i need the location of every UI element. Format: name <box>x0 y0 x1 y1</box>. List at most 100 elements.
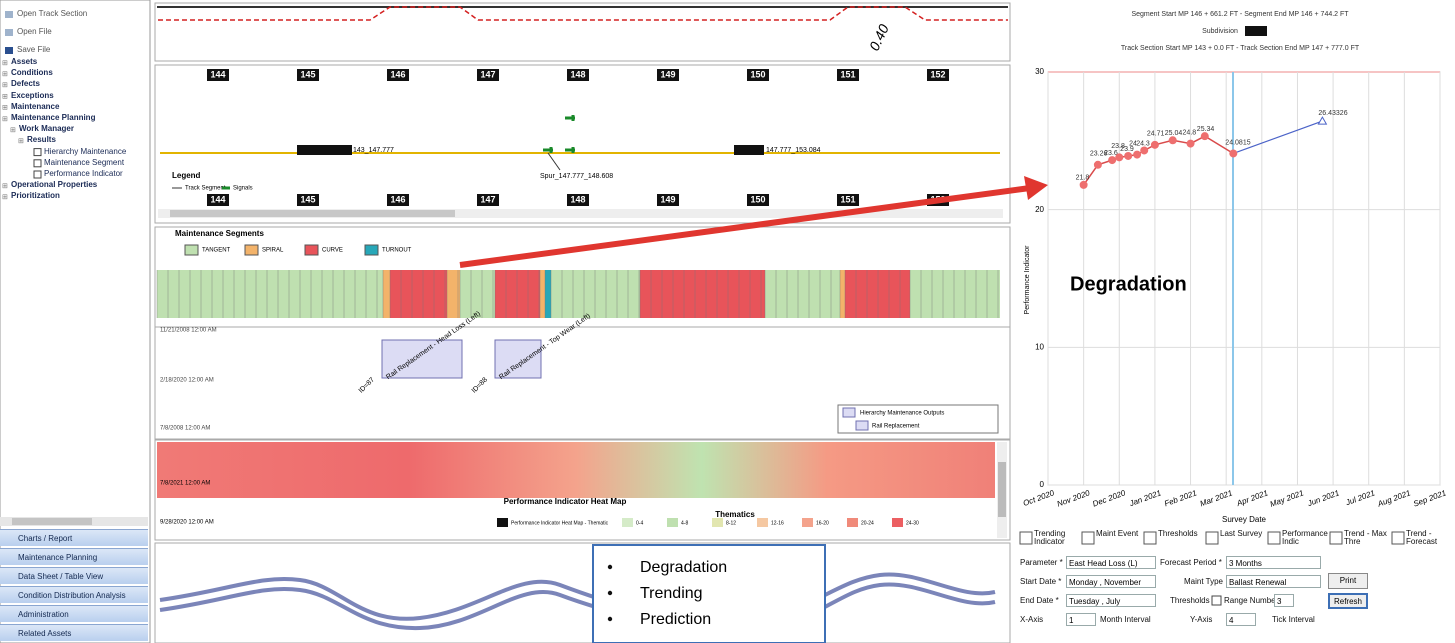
tree-item[interactable]: Exceptions <box>11 90 54 100</box>
tree-checkbox <box>33 148 42 157</box>
select[interactable]: East Head Loss (L) <box>1066 556 1156 569</box>
signal <box>565 115 575 121</box>
toggle[interactable]: Thresholds <box>1158 529 1198 538</box>
tree-item[interactable]: Work Manager <box>19 124 74 134</box>
tree-item[interactable]: Conditions <box>11 68 53 78</box>
segment-block <box>495 270 540 318</box>
tree-item[interactable]: Prioritization <box>11 191 60 201</box>
milepost-label: 147 <box>480 69 495 79</box>
point-label: 26.43326 <box>1318 110 1347 117</box>
legend-swatch <box>304 244 319 256</box>
x-tick-label: Mar 2021 <box>1199 488 1234 508</box>
toolbar-item[interactable]: Open Track Section <box>17 9 88 18</box>
button[interactable]: Print <box>1328 573 1368 589</box>
toggle[interactable]: Trend - Max Thre <box>1344 529 1387 546</box>
milepost-label: 151 <box>840 69 855 79</box>
milepost-label: 149 <box>660 194 675 204</box>
tree-item[interactable]: Maintenance Segment <box>44 157 125 167</box>
milepost-box <box>477 194 499 206</box>
select[interactable]: Monday , November <box>1066 575 1156 588</box>
field-label: Start Date * <box>1020 577 1062 586</box>
checkbox <box>1211 595 1222 606</box>
input[interactable]: 3 <box>1274 594 1294 607</box>
survey-point <box>1200 132 1209 141</box>
segment-block <box>383 270 390 318</box>
tree-item[interactable]: Defects <box>11 79 40 89</box>
tree-item[interactable]: Performance Indicator <box>44 169 123 178</box>
x-tick-label: Sep 2021 <box>1412 488 1447 508</box>
scrollbar <box>158 209 1003 218</box>
nav-button[interactable]: Administration <box>0 605 148 622</box>
field-label: Thresholds <box>1170 596 1210 605</box>
nav-button[interactable]: Condition Distribution Analysis <box>0 586 148 603</box>
x-tick-label: Feb 2021 <box>1163 488 1198 508</box>
tree-item[interactable]: Operational Properties <box>11 180 98 190</box>
nav-button[interactable]: Charts / Report <box>0 529 148 546</box>
x-tick-label: Nov 2020 <box>1056 488 1092 508</box>
tree-item[interactable]: Assets <box>11 57 38 66</box>
input[interactable]: 4 <box>1226 613 1256 626</box>
forecast-line <box>1233 120 1323 155</box>
input[interactable]: 1 <box>1066 613 1096 626</box>
tree-expander: ⊞ <box>2 82 8 89</box>
segment-block <box>540 270 545 318</box>
nav-button[interactable]: Related Assets <box>0 624 148 641</box>
milepost-box <box>747 194 769 206</box>
scroll-thumb <box>170 210 455 217</box>
milepost-box <box>657 194 679 206</box>
legend-label: Rail Replacement <box>872 424 920 430</box>
y-tick-label: 10 <box>1035 342 1044 351</box>
callout-box <box>592 544 826 643</box>
legend-label: Hierarchy Maintenance Outputs <box>860 411 944 417</box>
chart-header: Track Section Start MP 143 + 0.0 FT - Tr… <box>1121 45 1360 52</box>
x-tick-label: Apr 2021 <box>1235 488 1270 508</box>
toggle-icon <box>1205 531 1219 545</box>
legend-swatch <box>244 244 259 256</box>
field-label: End Date * <box>1020 596 1059 605</box>
select[interactable]: Tuesday , July <box>1066 594 1156 607</box>
legend-title: Legend <box>172 171 201 180</box>
redaction <box>297 145 352 155</box>
milepost-label: 150 <box>750 194 765 204</box>
button[interactable]: Refresh <box>1328 593 1368 609</box>
tree-item[interactable]: Results <box>27 135 56 145</box>
survey-point <box>1124 151 1133 160</box>
legend-label: SPIRAL <box>262 248 284 254</box>
toggle[interactable]: Performance Indic <box>1282 529 1328 546</box>
date-label: 7/8/2021 12:00 AM <box>160 481 210 487</box>
date-label: 9/28/2020 12:00 AM <box>160 520 214 526</box>
y-tick-label: 0 <box>1040 480 1045 489</box>
point-label: 23.9 <box>1120 146 1134 153</box>
point-label: 24.3 <box>1136 140 1150 147</box>
x-tick-label: Jul 2021 <box>1344 488 1376 507</box>
tree-expander: ⊞ <box>2 183 8 190</box>
legend-swatch <box>712 518 723 527</box>
toolbar-item[interactable]: Open File <box>17 27 52 36</box>
nav-button[interactable]: Data Sheet / Table View <box>0 567 148 584</box>
toggle[interactable]: Trend - Forecast <box>1406 529 1438 546</box>
tree-item[interactable]: Maintenance <box>11 101 60 111</box>
toggle[interactable]: Last Survey <box>1220 529 1263 538</box>
date-label: 2/18/2020 12:00 AM <box>160 378 214 384</box>
x-tick-label: Dec 2020 <box>1091 488 1127 508</box>
tree-item[interactable]: Maintenance Planning <box>11 113 96 122</box>
legend-label: TANGENT <box>202 248 231 254</box>
arrow <box>459 185 1031 268</box>
select[interactable]: 3 Months <box>1226 556 1321 569</box>
segment-block <box>765 270 840 318</box>
nav-button[interactable]: Maintenance Planning <box>0 548 148 565</box>
toggle[interactable]: Trending Indicator <box>1034 529 1066 546</box>
toolbar-item[interactable]: Save File <box>17 45 51 54</box>
milepost-box <box>477 69 499 81</box>
field-label: Y-Axis <box>1190 615 1213 624</box>
toolbar-icon <box>5 29 13 36</box>
tree-item[interactable]: Hierarchy Maintenance <box>44 146 127 156</box>
legend-label: 20-24 <box>861 520 874 526</box>
y-tick-label: 20 <box>1035 205 1044 214</box>
tree-expander: ⊞ <box>2 194 8 201</box>
toggle[interactable]: Maint Event <box>1096 529 1139 538</box>
callout-item: Trending <box>640 585 703 602</box>
milepost-box <box>567 194 589 206</box>
select[interactable]: Ballast Renewal <box>1226 575 1321 588</box>
legend-swatch <box>364 244 379 256</box>
